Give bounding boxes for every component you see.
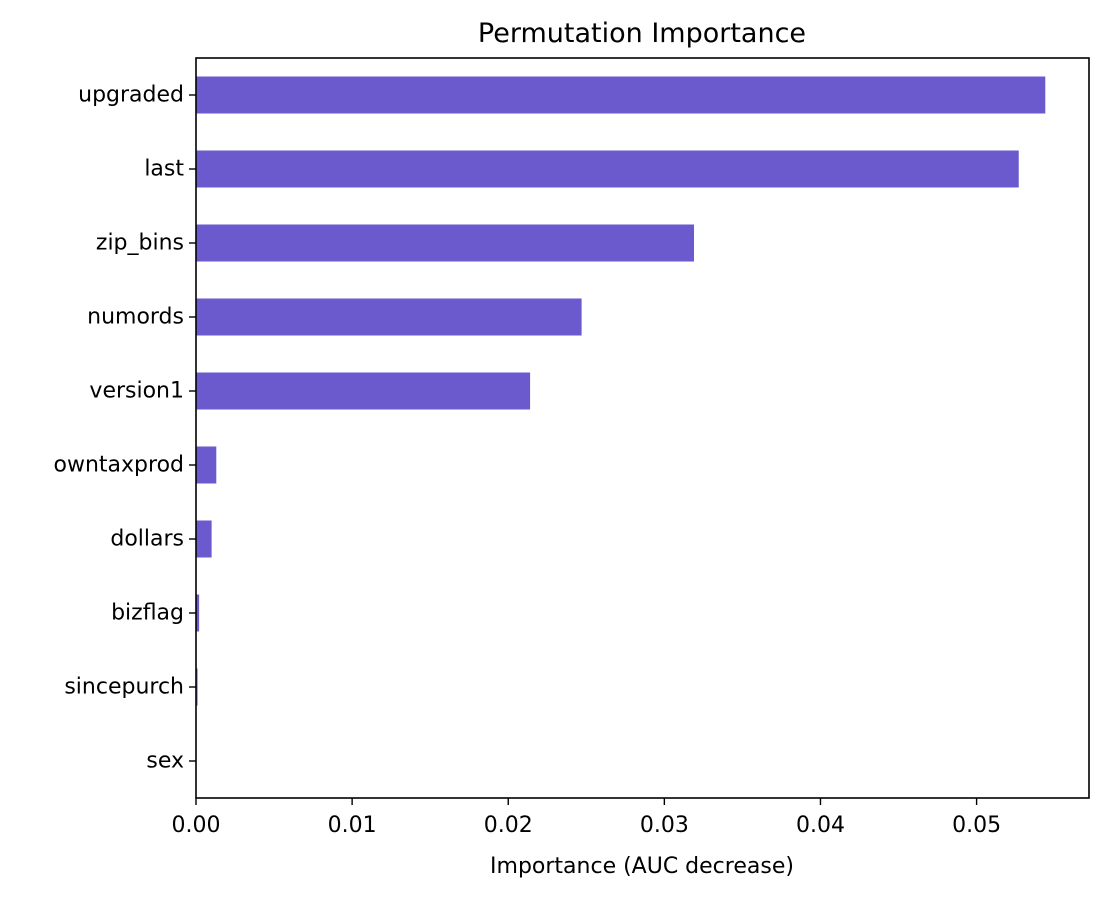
bar-owntaxprod (196, 446, 217, 484)
bar-dollars (196, 520, 212, 558)
y-tick-label: zip_bins (96, 231, 184, 256)
x-axis-label: Importance (AUC decrease) (490, 854, 794, 879)
x-tick-label: 0.03 (640, 813, 689, 838)
y-tick-label: sincepurch (64, 675, 184, 700)
chart-title: Permutation Importance (478, 18, 806, 49)
plot-frame (195, 57, 1090, 799)
y-tick-label: dollars (110, 527, 184, 552)
bar-zip-bins (196, 224, 695, 262)
x-tick-label: 0.02 (484, 813, 533, 838)
x-tick-label: 0.05 (952, 813, 1001, 838)
bars-layer (196, 76, 1046, 706)
bar-bizflag (196, 594, 200, 632)
x-tick-label: 0.00 (172, 813, 221, 838)
bar-version1 (196, 372, 531, 410)
x-tick-label: 0.01 (328, 813, 377, 838)
y-tick-label: bizflag (111, 601, 184, 626)
bar-upgraded (196, 76, 1046, 114)
y-tick-label: upgraded (78, 83, 184, 108)
y-tick-label: last (144, 157, 184, 182)
y-tick-label: numords (87, 305, 184, 330)
bar-numords (196, 298, 582, 336)
y-tick-label: sex (146, 749, 184, 774)
bar-last (196, 150, 1019, 188)
y-tick-label: owntaxprod (54, 453, 184, 478)
x-axis-ticks: 0.00 0.01 0.02 0.03 0.04 0.05 (172, 798, 1001, 838)
x-tick-label: 0.04 (796, 813, 845, 838)
y-tick-label: version1 (89, 379, 184, 404)
